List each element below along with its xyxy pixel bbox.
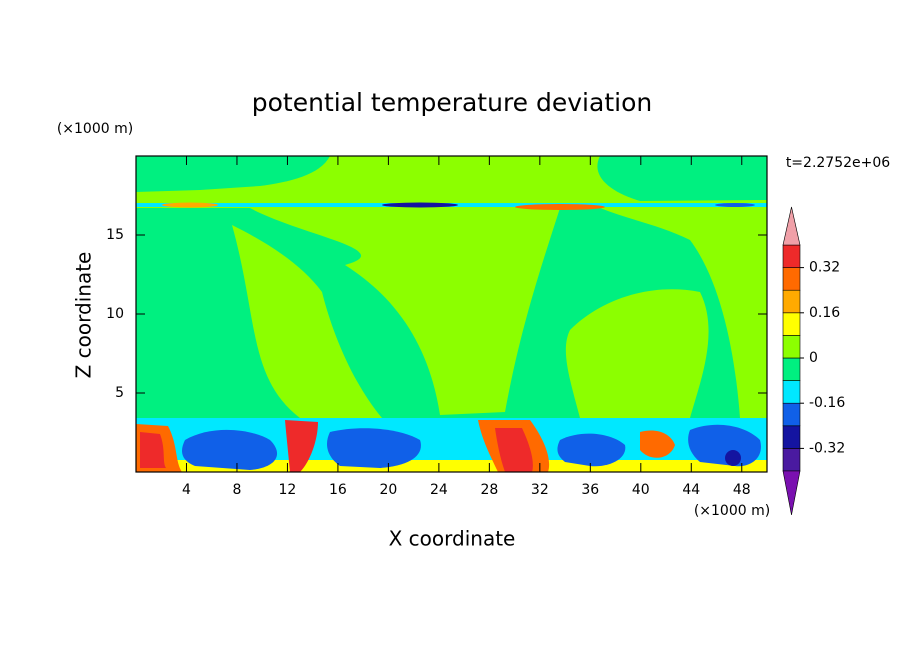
y-tick-label: 10 <box>106 306 124 322</box>
time-annotation: t=2.2752e+06 <box>786 155 890 171</box>
x-tick-label: 16 <box>329 482 347 498</box>
colorbar-tick-label: 0.16 <box>809 305 840 321</box>
x-tick-label: 40 <box>632 482 650 498</box>
contour-region <box>688 424 761 467</box>
colorbar-box <box>782 289 801 314</box>
contour-region <box>136 156 330 192</box>
y-tick-label: 5 <box>115 385 124 401</box>
x-tick-label: 44 <box>682 482 700 498</box>
x-axis-title: X coordinate <box>389 527 516 551</box>
x-tick-label: 28 <box>480 482 498 498</box>
colorbar-tick-label: 0.32 <box>809 260 840 276</box>
contour-region <box>285 420 318 472</box>
contour-region <box>565 289 709 418</box>
y-tick-label: 15 <box>106 227 124 243</box>
contour-region <box>382 202 458 208</box>
contour-region <box>232 225 382 418</box>
x-tick-label: 4 <box>182 482 191 498</box>
x-unit: (×1000 m) <box>694 503 770 519</box>
contour-region <box>640 430 675 458</box>
colorbar-box <box>782 380 801 404</box>
colorbar-box <box>782 357 801 381</box>
y-unit: (×1000 m) <box>57 121 133 137</box>
colorbar-tick-label: 0 <box>809 350 818 366</box>
contour-region <box>725 450 741 466</box>
colorbar-box <box>782 425 801 449</box>
colorbar-under <box>782 470 801 516</box>
contour-region <box>715 203 755 207</box>
y-axis-title: Z coordinate <box>72 252 96 379</box>
contour-region <box>182 429 278 470</box>
contour-field <box>136 156 767 472</box>
colorbar-tick-label: -0.16 <box>809 395 845 411</box>
x-tick-label: 32 <box>531 482 549 498</box>
contour-region <box>327 428 421 468</box>
contour-region <box>515 204 605 210</box>
colorbar-box <box>782 448 801 472</box>
contour-region <box>250 208 560 415</box>
x-tick-label: 48 <box>733 482 751 498</box>
contour-region <box>495 428 533 472</box>
x-tick-label: 24 <box>430 482 448 498</box>
colorbar-box <box>782 267 801 291</box>
x-tick-label: 12 <box>279 482 297 498</box>
contour-region <box>140 432 166 468</box>
x-tick-label: 8 <box>232 482 241 498</box>
contour-region <box>162 202 218 208</box>
chart-title: potential temperature deviation <box>252 88 652 117</box>
x-tick-label: 36 <box>581 482 599 498</box>
contour-region <box>557 433 626 467</box>
x-tick-label: 20 <box>379 482 397 498</box>
colorbar-box <box>782 244 801 268</box>
colorbar-box <box>782 312 801 336</box>
colorbar-over <box>782 206 801 246</box>
colorbar-box <box>782 335 801 359</box>
contour-region <box>600 208 767 418</box>
colorbar-box <box>782 402 801 427</box>
colorbar-tick-label: -0.32 <box>809 440 845 456</box>
contour-region <box>597 156 767 201</box>
